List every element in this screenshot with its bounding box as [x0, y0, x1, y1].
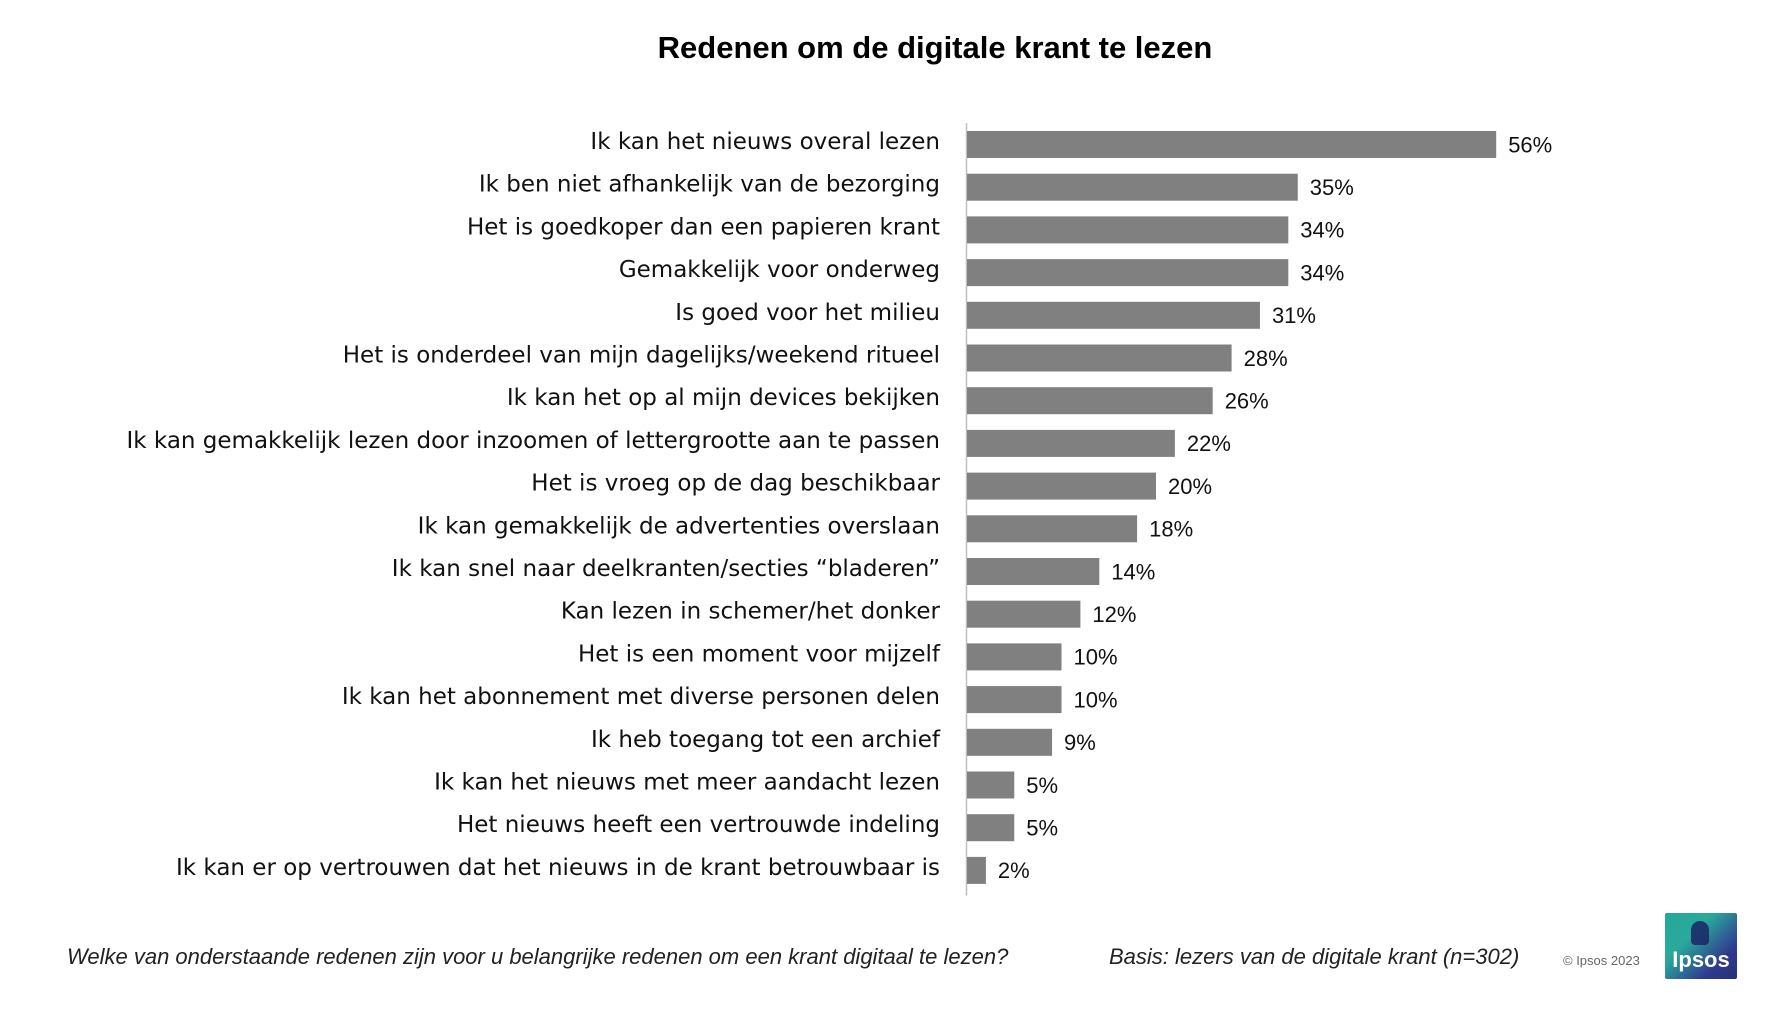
copyright-notice: © Ipsos 2023: [1563, 953, 1640, 968]
bars-group: Ik kan het nieuws overal lezen 56% Ik ben …: [126, 129, 1552, 884]
bar: [967, 472, 1156, 500]
value-label: 34%: [1300, 218, 1344, 243]
value-label: 5%: [1026, 816, 1058, 841]
bar: [967, 515, 1138, 543]
category-label: Het nieuws heeft een vertrouwde indeling: [457, 812, 940, 838]
category-label: Ik kan gemakkelijk de advertenties overs…: [418, 513, 940, 539]
bar: [967, 856, 986, 884]
category-label: Ik kan er op vertrouwen dat het nieuws i…: [176, 855, 940, 881]
value-label: 31%: [1272, 303, 1316, 328]
bar: [967, 600, 1081, 628]
ipsos-logo: Ipsos: [1665, 913, 1737, 979]
bar: [967, 728, 1053, 756]
survey-basis: Basis: lezers van de digitale krant (n=3…: [1109, 944, 1520, 969]
bar: [967, 643, 1062, 671]
category-label: Ik ben niet afhankelijk van de bezorging: [479, 172, 940, 198]
chart-title: Redenen om de digitale krant te lezen: [657, 30, 1213, 65]
category-label: Het is vroeg op de dag beschikbaar: [531, 471, 940, 497]
survey-question: Welke van onderstaande redenen zijn voor…: [67, 944, 1009, 969]
category-label: Is goed voor het milieu: [675, 300, 940, 326]
value-label: 56%: [1508, 132, 1552, 157]
value-label: 14%: [1111, 559, 1155, 584]
category-label: Het is een moment voor mijzelf: [578, 641, 941, 667]
category-label: Het is goedkoper dan een papieren krant: [467, 214, 940, 240]
category-label: Ik kan het abonnement met diverse person…: [342, 684, 940, 710]
value-label: 10%: [1074, 645, 1118, 670]
bar: [967, 173, 1298, 201]
bar: [967, 387, 1213, 415]
logo-text: Ipsos: [1672, 947, 1730, 972]
value-label: 35%: [1310, 175, 1354, 200]
bar: [967, 344, 1232, 372]
value-label: 18%: [1149, 517, 1193, 542]
category-label: Ik kan het nieuws met meer aandacht leze…: [434, 770, 940, 796]
bar: [967, 558, 1100, 585]
value-label: 26%: [1225, 389, 1269, 414]
category-label: Ik kan gemakkelijk lezen door inzoomen o…: [126, 428, 940, 454]
value-label: 10%: [1074, 687, 1118, 712]
bar: [967, 301, 1260, 329]
bar: [967, 771, 1015, 799]
value-label: 34%: [1300, 260, 1344, 285]
bar: [967, 131, 1497, 158]
value-label: 20%: [1168, 474, 1212, 499]
bar: [967, 814, 1015, 842]
category-label: Gemakkelijk voor onderweg: [619, 257, 940, 283]
value-label: 12%: [1092, 602, 1136, 627]
bar: [967, 429, 1175, 457]
category-label: Ik kan het op al mijn devices bekijken: [507, 385, 940, 411]
category-label: Ik heb toegang tot een archief: [591, 727, 941, 753]
category-label: Het is onderdeel van mijn dagelijks/week…: [343, 343, 940, 369]
category-label: Ik kan het nieuws overal lezen: [590, 129, 940, 155]
category-label: Kan lezen in schemer/het donker: [561, 599, 941, 625]
value-label: 5%: [1026, 773, 1058, 798]
value-label: 28%: [1244, 346, 1288, 371]
value-label: 9%: [1064, 730, 1096, 755]
bar: [967, 686, 1062, 714]
value-label: 22%: [1187, 431, 1231, 456]
logo-head-icon: [1691, 921, 1709, 945]
category-label: Ik kan snel naar deelkranten/secties “bl…: [392, 556, 940, 582]
value-label: 2%: [998, 858, 1030, 883]
bar: [967, 216, 1289, 244]
bar: [967, 259, 1289, 287]
